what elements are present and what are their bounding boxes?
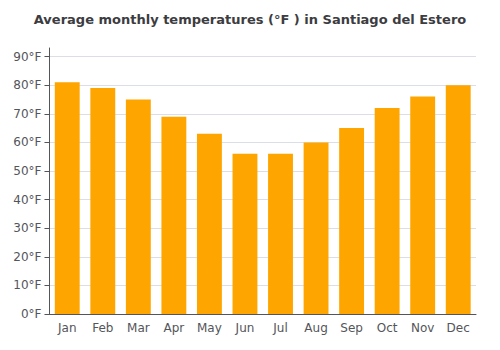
svg-text:Feb: Feb [92, 321, 113, 335]
svg-text:Mar: Mar [127, 321, 150, 335]
svg-text:Dec: Dec [447, 321, 470, 335]
svg-text:10°F: 10°F [13, 278, 41, 292]
svg-text:60°F: 60°F [13, 135, 41, 149]
svg-text:20°F: 20°F [13, 250, 41, 264]
svg-text:Jun: Jun [235, 321, 255, 335]
svg-text:70°F: 70°F [13, 107, 41, 121]
svg-text:Average monthly temperatures (: Average monthly temperatures (°F ) in Sa… [34, 12, 467, 27]
svg-text:May: May [197, 321, 222, 335]
svg-text:40°F: 40°F [13, 193, 41, 207]
svg-text:Sep: Sep [340, 321, 363, 335]
svg-text:50°F: 50°F [13, 164, 41, 178]
svg-text:Aug: Aug [304, 321, 327, 335]
svg-text:Nov: Nov [411, 321, 434, 335]
svg-text:Apr: Apr [163, 321, 184, 335]
svg-text:80°F: 80°F [13, 78, 41, 92]
svg-text:0°F: 0°F [21, 307, 42, 321]
svg-text:30°F: 30°F [13, 221, 41, 235]
svg-text:Oct: Oct [377, 321, 398, 335]
svg-text:Jan: Jan [57, 321, 77, 335]
svg-text:90°F: 90°F [13, 50, 41, 64]
svg-text:Jul: Jul [272, 321, 287, 335]
